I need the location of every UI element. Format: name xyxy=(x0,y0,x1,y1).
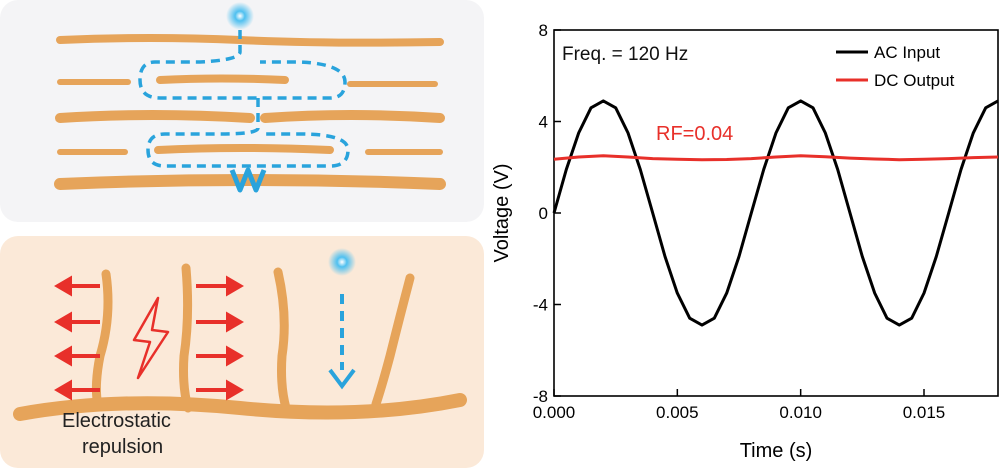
base-fiber xyxy=(13,393,467,421)
series-line-dc-output xyxy=(553,154,999,162)
legend-label-dc: DC Output xyxy=(874,71,955,90)
membrane-layer xyxy=(154,144,334,154)
y-tick-label: -4 xyxy=(533,296,548,315)
vertical-fiber xyxy=(371,273,415,409)
arrow-left-icon xyxy=(54,345,72,367)
ion-pathway xyxy=(138,30,347,100)
voltage-time-chart: -8 -4 0 4 8 0.000 0.005 0.010 0.015 Voltage (V)… xyxy=(491,21,999,462)
x-axis-label: Time (s) xyxy=(740,440,813,462)
frequency-annotation: Freq. = 120 Hz xyxy=(562,44,688,65)
membrane-layer xyxy=(260,110,445,123)
arrow-right-icon xyxy=(226,275,244,297)
arrow-right-icon xyxy=(226,379,244,401)
series-layer xyxy=(552,99,999,327)
y-tick-label: -8 xyxy=(533,387,548,406)
layered-membrane-drawing xyxy=(54,2,446,193)
ion-icon xyxy=(328,248,356,276)
membrane-layer xyxy=(55,110,255,123)
repulsion-drawing xyxy=(13,248,467,421)
vertical-fiber xyxy=(179,263,193,413)
x-tick-label: 0.000 xyxy=(533,403,576,422)
caption-line: Electrostatic xyxy=(62,410,171,432)
arrow-right-icon xyxy=(226,345,244,367)
legend-label-ac: AC Input xyxy=(874,43,940,62)
y-ticks: -8 -4 0 4 8 xyxy=(533,21,561,406)
y-tick-label: 8 xyxy=(539,21,548,40)
x-tick-label: 0.005 xyxy=(656,403,699,422)
y-tick-label: 4 xyxy=(539,113,548,132)
electrostatic-repulsion-illustration xyxy=(0,236,484,468)
series-line-ac-input xyxy=(552,99,999,327)
ion-pathway xyxy=(146,98,350,168)
lightning-icon xyxy=(132,296,170,380)
vertical-fiber xyxy=(91,269,113,411)
arrow-left-icon xyxy=(54,379,72,401)
arrow-left-icon xyxy=(54,311,72,333)
rf-annotation: RF=0.04 xyxy=(656,123,733,145)
x-tick-label: 0.015 xyxy=(903,403,946,422)
electrostatic-repulsion-caption: Electrostatic repulsion xyxy=(62,408,232,460)
arrow-down-icon xyxy=(229,167,267,193)
arrow-left-icon xyxy=(54,275,72,297)
layered-membrane-illustration xyxy=(0,0,484,222)
y-axis-label: Voltage (V) xyxy=(491,164,513,263)
ion-icon xyxy=(226,2,254,30)
y-tick-label: 0 xyxy=(539,204,548,223)
arrow-down-icon xyxy=(328,368,356,390)
vertical-fiber xyxy=(273,267,291,413)
membrane-layer xyxy=(156,74,289,84)
membrane-layer xyxy=(56,34,444,47)
caption-line: repulsion xyxy=(82,436,164,458)
legend: AC Input DC Output xyxy=(836,43,955,90)
x-ticks: 0.000 0.005 0.010 0.015 xyxy=(533,389,946,422)
arrow-right-icon xyxy=(226,311,244,333)
x-tick-label: 0.010 xyxy=(779,403,822,422)
